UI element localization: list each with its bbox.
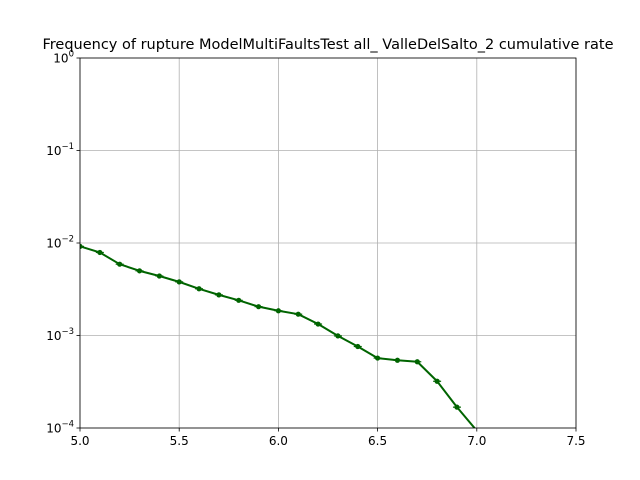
y-tick-exponent: −1: [61, 142, 74, 152]
y-tick-base: 10: [46, 237, 61, 251]
y-tick-label: 10−4: [46, 420, 74, 436]
x-tick-label: 7.0: [467, 434, 486, 448]
y-tick-label: 10−3: [46, 327, 74, 343]
x-tick-label: 5.0: [70, 434, 89, 448]
y-tick-base: 10: [46, 422, 61, 436]
chart-title: Frequency of rupture ModelMultiFaultsTes…: [42, 37, 613, 53]
y-tick-exponent: −3: [61, 327, 74, 337]
x-tick-label: 5.5: [170, 434, 189, 448]
y-tick-exponent: −2: [61, 235, 74, 245]
y-tick-base: 10: [53, 52, 68, 66]
series-group: [80, 243, 476, 428]
y-tick-label: 10−2: [46, 235, 74, 251]
y-tick-label: 100: [53, 50, 74, 66]
series-layer: [80, 243, 476, 428]
y-tick-label: 10−1: [46, 142, 74, 158]
x-tick-label: 7.5: [566, 434, 585, 448]
x-axis: 5.0 5.5 6.0 6.5 7.0 7.5: [70, 428, 586, 448]
y-tick-exponent: 0: [69, 50, 74, 60]
y-tick-base: 10: [46, 144, 61, 158]
x-tick-label: 6.5: [368, 434, 387, 448]
y-tick-base: 10: [46, 329, 61, 343]
x-tick-label: 6.0: [269, 434, 288, 448]
y-tick-exponent: −4: [61, 420, 74, 430]
